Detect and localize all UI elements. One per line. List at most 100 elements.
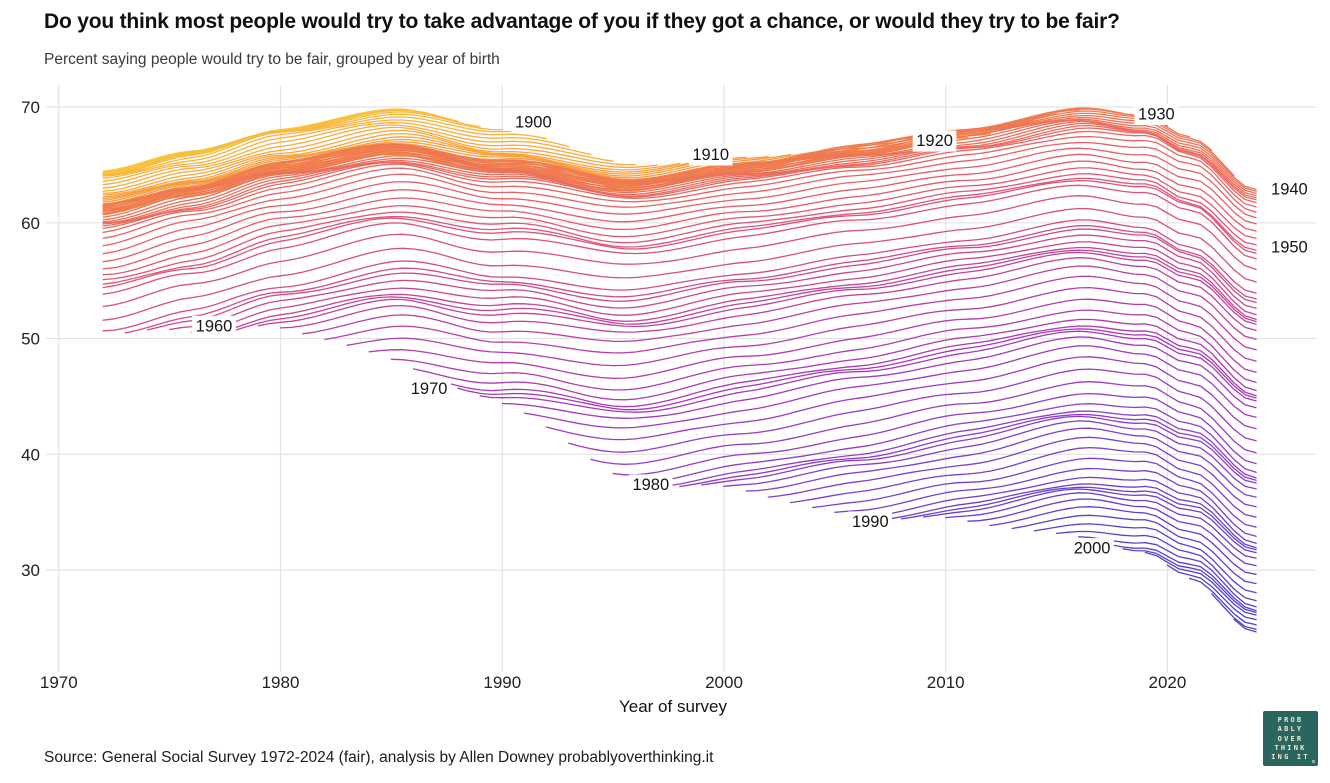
cohort-line-1978	[634, 403, 1257, 484]
logo-line: ING IT	[1271, 753, 1310, 762]
cohort-line-1966	[368, 298, 1257, 379]
cohort-line-1976	[590, 381, 1257, 465]
cohort-label-2000: 2000	[1074, 540, 1111, 558]
cohort-label-halo-1960	[192, 315, 236, 337]
cohort-line-1951	[102, 184, 1257, 295]
cohort-line-1965	[346, 286, 1257, 367]
cohort-line-1985	[789, 446, 1257, 518]
cohort-label-halo-2000	[1070, 538, 1114, 560]
cohort-line-1903	[102, 119, 548, 182]
cohort-line-1948	[102, 173, 1257, 281]
cohort-line-1964	[324, 275, 1257, 354]
chart-subtitle: Percent saying people would try to be fa…	[44, 51, 500, 68]
cohort-line-1967	[390, 309, 1257, 391]
cohort-line-1971	[479, 330, 1257, 413]
cohort-line-1901	[102, 113, 503, 177]
cohort-line-1983	[745, 427, 1257, 498]
cohort-line-1979	[656, 410, 1257, 488]
cohort-label-halo-1900	[511, 112, 556, 133]
cohort-line-1905	[102, 124, 592, 189]
cohort-line-1935	[102, 118, 1257, 221]
cohort-line-1984	[767, 436, 1257, 508]
x-tick-label-2010: 2010	[927, 673, 965, 692]
cohort-label-1990: 1990	[852, 513, 889, 531]
cohort-line-1960	[235, 249, 1257, 331]
cohort-line-1945	[102, 153, 1257, 263]
x-tick-label-1980: 1980	[262, 673, 300, 692]
cohort-line-1933	[102, 114, 1213, 215]
cohort-line-1994	[989, 506, 1257, 575]
cohort-label-halo-1950	[1267, 237, 1312, 259]
cohort-label-1970: 1970	[411, 380, 448, 398]
cohort-label-halo-1930	[1134, 103, 1179, 125]
cohort-line-2005	[1233, 618, 1257, 633]
cohort-line-1939	[102, 124, 1257, 227]
cohort-line-1986	[812, 457, 1257, 528]
cohort-label-halo-1940	[1267, 179, 1312, 201]
cohort-line-1991	[922, 488, 1257, 554]
cohort-line-1936	[102, 119, 1257, 223]
cohort-line-1902	[102, 116, 526, 179]
x-tick-label-1970: 1970	[40, 673, 78, 692]
axis-tick-labels: 30 40 50 60 70 1970 1980 1990 2000 2010 2020	[21, 98, 1186, 692]
cohort-line-1931	[102, 110, 1169, 209]
cohort-line-1993	[967, 498, 1257, 567]
cohort-line-1996	[1033, 523, 1257, 594]
source-attribution: Source: General Social Survey 1972-2024 …	[44, 749, 714, 766]
cohort-line-1907	[102, 129, 636, 195]
cohort-line-1942	[102, 135, 1257, 239]
cohort-line-1987	[834, 467, 1257, 537]
cohort-line-1946	[102, 160, 1257, 270]
cohort-line-1934	[102, 117, 1235, 218]
cohort-line-2002	[1166, 564, 1257, 621]
cohort-line-1943	[102, 141, 1257, 247]
cohort-line-1988	[856, 476, 1257, 544]
cohort-line-1959	[213, 246, 1257, 335]
y-tick-label-30: 30	[21, 561, 40, 580]
cohort-line-1941	[102, 130, 1257, 233]
cohort-line-1949	[102, 177, 1257, 285]
cohort-line-1980	[679, 413, 1257, 488]
cohort-decade-labels: 1900 1910 1920 1930 1940 1950 1960 1970 1980 1990…	[192, 103, 1312, 560]
cohort-line-1944	[102, 147, 1257, 255]
cohort-line-1997	[1055, 530, 1257, 602]
cohort-line-1937	[102, 120, 1257, 224]
probably-overthinking-it-logo: PROB ABLY OVER THINK ING IT	[1263, 711, 1318, 766]
cohort-label-halo-1920	[912, 130, 957, 152]
cohort-line-1952	[102, 195, 1257, 308]
cohort-line-1950	[102, 179, 1257, 289]
cohort-line-1961	[257, 251, 1257, 328]
cohort-lines	[102, 107, 1257, 633]
cohort-label-1980: 1980	[632, 476, 669, 494]
cohort-line-2004	[1211, 593, 1257, 630]
cohort-line-1904	[102, 122, 570, 186]
cohort-line-1955	[124, 224, 1257, 334]
cohort-label-1900: 1900	[515, 114, 552, 132]
cohort-line-1958	[191, 241, 1257, 334]
cohort-line-1908	[102, 132, 659, 196]
cohort-label-halo-1980	[628, 474, 673, 496]
cohort-label-1920: 1920	[916, 132, 953, 150]
cohort-line-1906	[102, 126, 614, 192]
cohort-line-1999	[1100, 542, 1257, 612]
y-tick-label-50: 50	[21, 330, 40, 349]
cohort-line-1995	[1011, 514, 1257, 585]
cohort-line-1953	[102, 207, 1257, 321]
x-tick-label-2020: 2020	[1148, 673, 1186, 692]
y-tick-label-40: 40	[21, 445, 40, 464]
cohort-label-halo-1910	[688, 144, 733, 166]
logo-line: THINK	[1274, 743, 1307, 752]
cohort-line-1947	[102, 167, 1257, 276]
cohort-line-1990	[900, 486, 1257, 551]
y-tick-label-70: 70	[21, 98, 40, 117]
cohort-line-1963	[302, 265, 1257, 343]
cohort-line-1940	[102, 127, 1257, 230]
cohort-line-1910	[102, 138, 703, 200]
cohort-label-halo-1970	[407, 378, 451, 400]
cohort-line-2000	[1122, 548, 1257, 614]
logo-line: OVER	[1277, 734, 1304, 743]
cohort-label-halo-1990	[848, 511, 893, 533]
logo-line: PROB	[1277, 716, 1304, 724]
cohort-line-1975	[568, 368, 1257, 453]
